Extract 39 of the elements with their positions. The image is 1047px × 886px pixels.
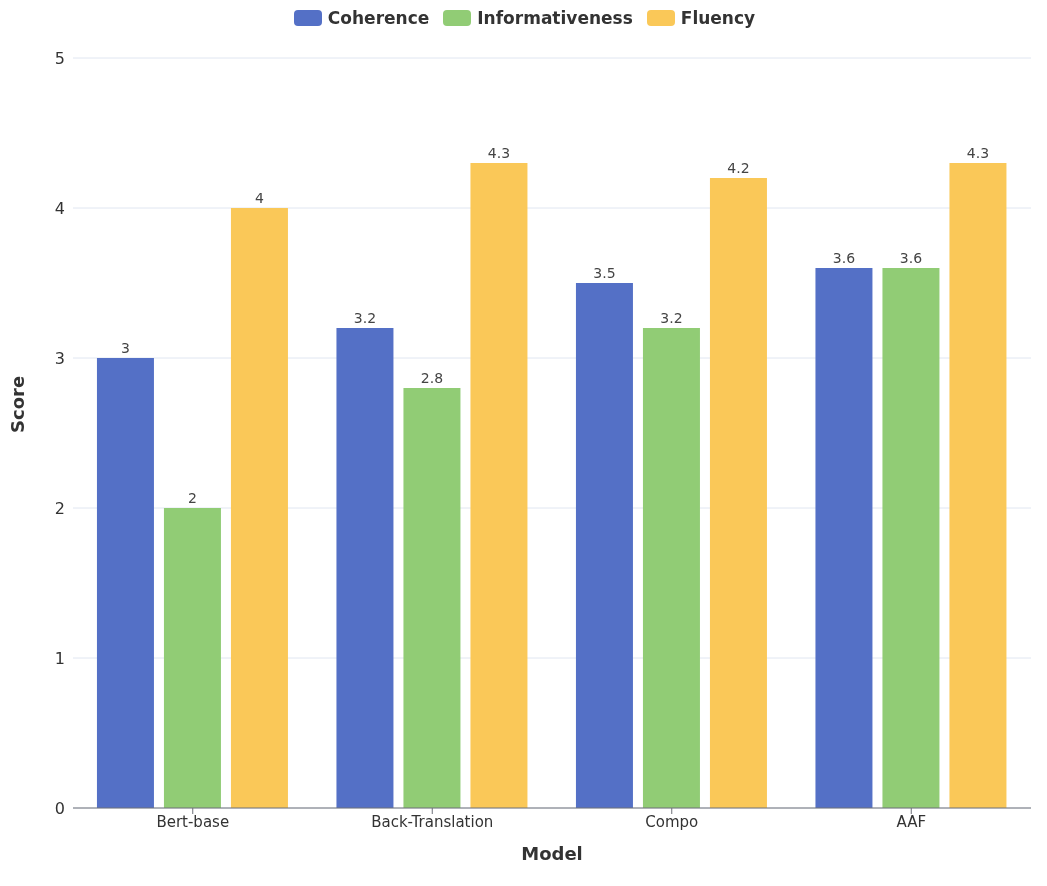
- data-label: 2.8: [420, 370, 444, 386]
- data-label: 3.6: [899, 250, 923, 266]
- bar: [815, 268, 873, 808]
- data-label: 3: [120, 340, 130, 356]
- y-tick-label: 3: [54, 348, 65, 368]
- y-axis-title: Score: [7, 375, 29, 433]
- data-label: 3.5: [593, 265, 616, 281]
- y-tick-label: 0: [54, 798, 65, 818]
- data-label: 3.2: [353, 310, 377, 326]
- bar: [949, 163, 1007, 808]
- legend-label: Informativeness: [477, 8, 633, 28]
- y-tick-label: 2: [54, 498, 65, 518]
- x-axis-title: Model: [521, 843, 583, 864]
- x-tick-label: Back-Translation: [371, 812, 494, 831]
- y-tick-label: 5: [54, 48, 65, 68]
- x-tick-label: Compo: [645, 812, 699, 831]
- data-label: 4: [254, 190, 264, 206]
- bar: [709, 178, 767, 808]
- data-label: 2: [187, 490, 197, 506]
- x-tick-label: AAF: [896, 812, 927, 831]
- bar: [163, 508, 221, 808]
- y-tick-label: 1: [54, 648, 65, 668]
- legend-label: Coherence: [327, 8, 430, 28]
- data-label: 4.2: [727, 160, 750, 176]
- data-label: 3.6: [832, 250, 856, 266]
- data-label: 4.3: [966, 145, 990, 161]
- bar: [642, 328, 700, 808]
- legend-label: Fluency: [680, 8, 756, 28]
- bar: [470, 163, 528, 808]
- x-tick-label: Bert-base: [156, 812, 230, 831]
- bar: [230, 208, 288, 808]
- bar: [96, 358, 154, 808]
- y-tick-label: 4: [54, 198, 65, 218]
- bar: [336, 328, 394, 808]
- bar: [882, 268, 940, 808]
- bar: [575, 283, 633, 808]
- data-label: 4.3: [487, 145, 511, 161]
- data-label: 3.2: [660, 310, 683, 326]
- bar: [403, 388, 461, 808]
